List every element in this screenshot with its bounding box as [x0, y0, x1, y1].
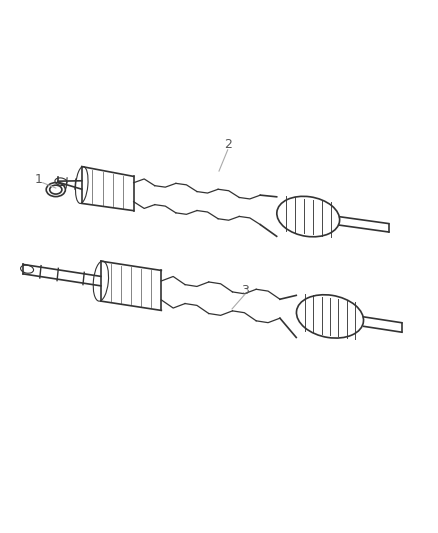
- Text: 2: 2: [224, 138, 232, 151]
- Text: 1: 1: [35, 173, 42, 185]
- Text: 3: 3: [241, 284, 249, 297]
